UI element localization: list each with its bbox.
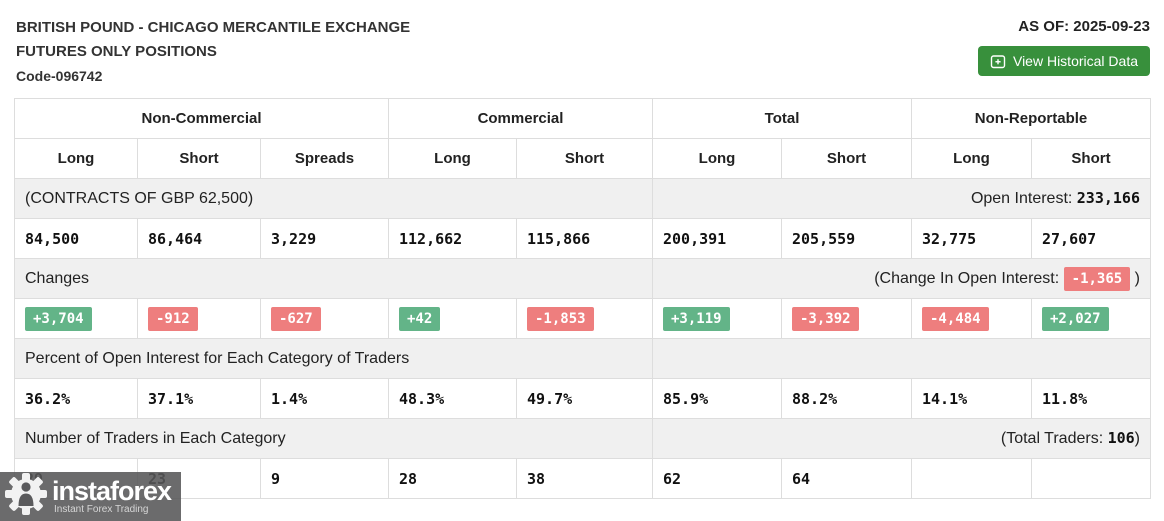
col-header-t-long: Long xyxy=(652,138,782,179)
instaforex-watermark: instaforex Instant Forex Trading xyxy=(0,472,181,521)
group-total: Total xyxy=(652,98,912,139)
group-non-reportable: Non-Reportable xyxy=(911,98,1151,139)
position-nc-short: 86,464 xyxy=(137,218,261,259)
cot-table: Non-Commercial Commercial Total Non-Repo… xyxy=(14,98,1151,499)
percent-label: Percent of Open Interest for Each Catego… xyxy=(14,338,653,379)
position-nc-spreads: 3,229 xyxy=(260,218,389,259)
traders-c-short: 38 xyxy=(516,458,653,499)
position-c-long: 112,662 xyxy=(388,218,517,259)
change-t-short: -3,392 xyxy=(781,298,912,339)
traders-label-row: Number of Traders in Each Category (Tota… xyxy=(14,418,1151,459)
contracts-label: (CONTRACTS OF GBP 62,500) xyxy=(14,178,653,219)
view-historical-data-label: View Historical Data xyxy=(1012,53,1138,69)
change-oi-label: (Change In Open Interest: xyxy=(874,269,1064,287)
group-commercial: Commercial xyxy=(388,98,653,139)
percent-nr-short: 11.8% xyxy=(1031,378,1151,419)
col-header-c-short: Short xyxy=(516,138,653,179)
change-c-long: +42 xyxy=(388,298,517,339)
traders-nr-long xyxy=(911,458,1032,499)
traders-c-long: 28 xyxy=(388,458,517,499)
traders-t-long: 62 xyxy=(652,458,782,499)
as-of-date: AS OF: 2025-09-23 xyxy=(1018,18,1150,35)
open-interest-cell: Open Interest: 233,166 xyxy=(652,178,1151,219)
contract-code: Code-096742 xyxy=(16,68,103,84)
traders-nc-spreads: 9 xyxy=(260,458,389,499)
page-title: BRITISH POUND - CHICAGO MERCANTILE EXCHA… xyxy=(16,19,411,36)
change-nc-short: -912 xyxy=(137,298,261,339)
change-oi-suffix: ) xyxy=(1130,269,1140,287)
percent-nc-long: 36.2% xyxy=(14,378,138,419)
percent-t-long: 85.9% xyxy=(652,378,782,419)
open-interest-label: Open Interest: xyxy=(970,190,1077,207)
open-interest-value: 233,166 xyxy=(1076,189,1140,207)
instaforex-brand-text: instaforex xyxy=(52,476,172,506)
col-header-nc-short: Short xyxy=(137,138,261,179)
change-c-short: -1,853 xyxy=(516,298,653,339)
group-header-row: Non-Commercial Commercial Total Non-Repo… xyxy=(14,98,1151,139)
percent-c-long: 48.3% xyxy=(388,378,517,419)
changes-label: Changes xyxy=(14,258,653,299)
position-nr-short: 27,607 xyxy=(1031,218,1151,259)
percent-t-short: 88.2% xyxy=(781,378,912,419)
traders-nr-short xyxy=(1031,458,1151,499)
instaforex-wordmark: instaforex Instant Forex Trading xyxy=(52,476,172,516)
change-nr-long: -4,484 xyxy=(911,298,1032,339)
positions-row: 84,500 86,464 3,229 112,662 115,866 200,… xyxy=(14,218,1151,259)
changes-row: +3,704 -912 -627 +42 -1,853 +3,119 -3,39… xyxy=(14,298,1151,339)
calendar-plus-icon xyxy=(990,54,1006,69)
col-header-t-short: Short xyxy=(781,138,912,179)
change-open-interest-cell: (Change In Open Interest: -1,365 ) xyxy=(652,258,1151,299)
total-traders-label: (Total Traders: xyxy=(1000,430,1108,447)
instaforex-gear-logo-icon xyxy=(4,472,48,521)
percent-nc-short: 37.1% xyxy=(137,378,261,419)
traders-t-short: 64 xyxy=(781,458,912,499)
percent-label-row: Percent of Open Interest for Each Catego… xyxy=(14,338,1151,379)
report-titles: BRITISH POUND - CHICAGO MERCANTILE EXCHA… xyxy=(16,16,410,88)
col-header-nr-long: Long xyxy=(911,138,1032,179)
instaforex-tagline: Instant Forex Trading xyxy=(54,504,149,515)
change-nr-short: +2,027 xyxy=(1031,298,1151,339)
contracts-label-row: (CONTRACTS OF GBP 62,500) Open Interest:… xyxy=(14,178,1151,219)
changes-label-row: Changes (Change In Open Interest: -1,365… xyxy=(14,258,1151,299)
total-traders-suffix: ) xyxy=(1134,430,1140,447)
change-oi-badge: -1,365 xyxy=(1063,266,1131,291)
column-header-row: Long Short Spreads Long Short Long Short… xyxy=(14,138,1151,179)
position-t-short: 205,559 xyxy=(781,218,912,259)
col-header-c-long: Long xyxy=(388,138,517,179)
position-t-long: 200,391 xyxy=(652,218,782,259)
percent-row: 36.2% 37.1% 1.4% 48.3% 49.7% 85.9% 88.2%… xyxy=(14,378,1151,419)
report-subtitle: FUTURES ONLY POSITIONS xyxy=(16,43,217,60)
col-header-nr-short: Short xyxy=(1031,138,1151,179)
percent-label-spacer xyxy=(652,338,1151,379)
view-historical-data-button[interactable]: View Historical Data xyxy=(977,46,1150,76)
col-header-nc-spreads: Spreads xyxy=(260,138,389,179)
percent-nc-spreads: 1.4% xyxy=(260,378,389,419)
change-t-long: +3,119 xyxy=(652,298,782,339)
percent-nr-long: 14.1% xyxy=(911,378,1032,419)
col-header-nc-long: Long xyxy=(14,138,138,179)
total-traders-value: 106 xyxy=(1107,429,1135,447)
group-non-commercial: Non-Commercial xyxy=(14,98,389,139)
position-c-short: 115,866 xyxy=(516,218,653,259)
position-nc-long: 84,500 xyxy=(14,218,138,259)
report-header: BRITISH POUND - CHICAGO MERCANTILE EXCHA… xyxy=(0,0,1164,88)
report-header-right: AS OF: 2025-09-23 View Historical Data xyxy=(977,16,1150,76)
percent-c-short: 49.7% xyxy=(516,378,653,419)
change-nc-long: +3,704 xyxy=(14,298,138,339)
traders-row: 29 23 9 28 38 62 64 xyxy=(14,458,1151,499)
change-nc-spreads: -627 xyxy=(260,298,389,339)
traders-label: Number of Traders in Each Category xyxy=(14,418,653,459)
total-traders-cell: (Total Traders: 106) xyxy=(652,418,1151,459)
position-nr-long: 32,775 xyxy=(911,218,1032,259)
